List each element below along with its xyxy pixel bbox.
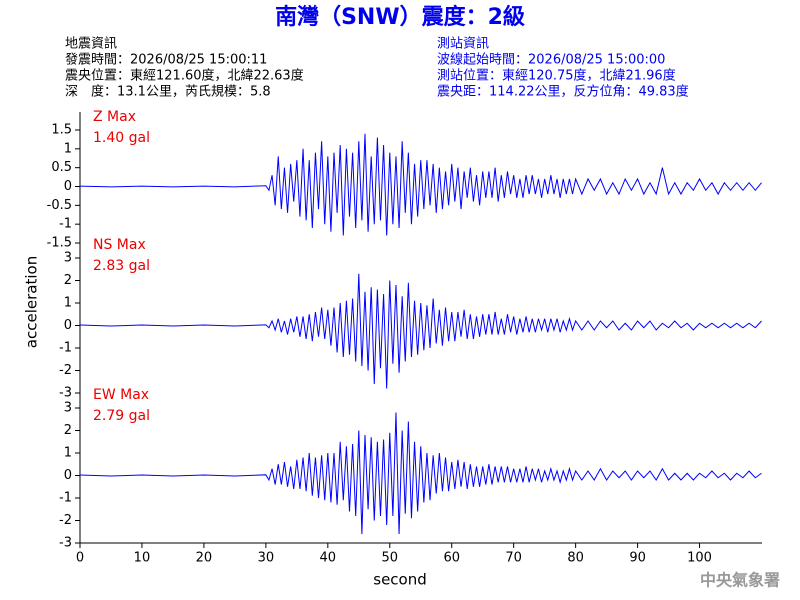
y-tick-label: 1 [64,141,72,156]
y-tick-label: -2 [59,363,72,378]
series-annotation: 2.83 gal [93,258,150,274]
y-tick-label: 0 [64,179,72,194]
series-annotation: 2.79 gal [93,408,150,424]
footer: 中央氣象署 [700,571,780,590]
x-tick-label: 50 [381,551,398,566]
waveform [79,273,762,389]
y-tick-label: -2 [59,513,72,528]
y-tick-label: -3 [59,536,72,551]
y-tick-label: 3 [64,251,72,266]
y-tick-label: -1 [59,341,72,356]
waveform [79,133,762,236]
y-tick-label: -1 [59,217,72,232]
station-info-line: 測站位置：東經120.75度，北緯21.96度 [437,68,676,84]
x-tick-label: 70 [505,551,522,566]
x-tick-label: 20 [196,551,213,566]
y-tick-label: 3 [64,401,72,416]
x-tick-label: 90 [629,551,646,566]
x-axis-label: second [373,571,427,589]
x-tick-label: 100 [687,551,712,566]
x-tick-label: 0 [76,551,84,566]
series-name: EW Max [93,387,149,403]
y-tick-label: 2 [64,423,72,438]
y-tick-label: 0 [64,468,72,483]
y-tick-label: 0 [64,318,72,333]
x-tick-label: 10 [134,551,151,566]
waveform [79,412,762,535]
y-axis-label: acceleration [23,256,41,348]
series-name: Z Max [93,109,136,125]
y-tick-label: 1 [64,446,72,461]
station-info-line: 震央距：114.22公里，反方位角：49.83度 [437,84,689,100]
x-tick-label: 40 [320,551,337,566]
y-tick-label: -0.5 [47,198,72,213]
quake-info-heading: 地震資訊 [65,37,117,52]
y-tick-label: -3 [59,386,72,401]
series-name: NS Max [93,237,146,253]
y-tick-label: 1 [64,296,72,311]
x-tick-label: 80 [567,551,584,566]
quake-info-line: 發震時間：2026/08/25 15:00:11 [65,53,267,68]
station-info-line: 波線起始時間：2026/08/25 15:00:00 [437,52,665,68]
station-info-heading: 測站資訊 [437,37,489,52]
x-tick-label: 30 [258,551,275,566]
quake-info-line: 深 度：13.1公里，芮氏規模：5.8 [65,84,271,100]
y-tick-label: -1.5 [47,236,72,251]
x-tick-label: 60 [443,551,460,566]
quake-info-line: 震央位置：東經121.60度，北緯22.63度 [65,68,304,84]
y-tick-label: 1.5 [51,123,72,138]
y-tick-label: 2 [64,273,72,288]
chart-title: 南灣（SNW）震度：2級 [275,4,525,30]
series-annotation: 1.40 gal [93,130,150,146]
y-tick-label: 0.5 [51,160,72,175]
y-tick-label: -1 [59,491,72,506]
